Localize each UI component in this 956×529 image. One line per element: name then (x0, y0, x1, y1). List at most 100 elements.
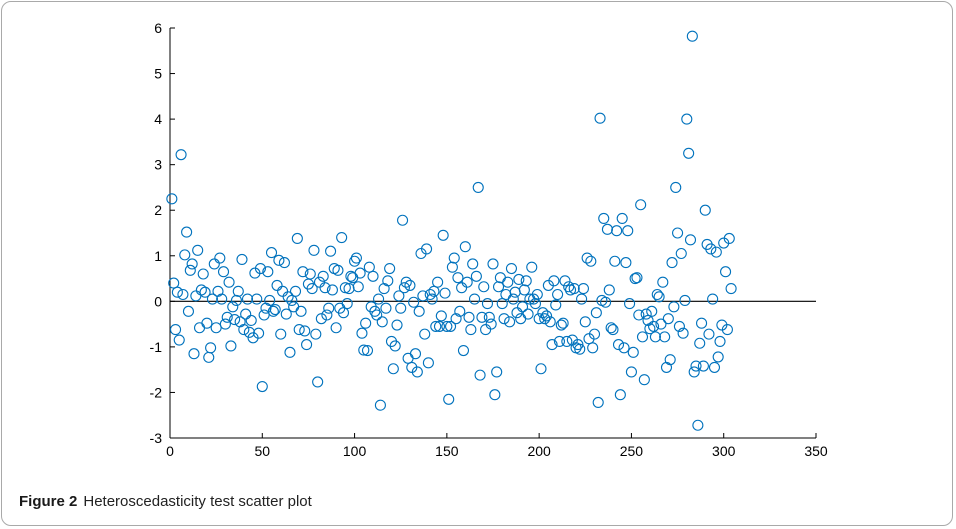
data-point (605, 322, 617, 334)
data-point (620, 257, 632, 269)
data-point (539, 313, 551, 325)
data-point (243, 326, 255, 338)
data-point (535, 363, 547, 375)
data-point (289, 285, 302, 297)
data-point (494, 272, 506, 284)
data-point (258, 309, 270, 321)
data-point (395, 302, 407, 314)
data-points (166, 30, 737, 431)
data-point (382, 275, 394, 287)
data-point (435, 310, 447, 322)
data-point (467, 258, 479, 270)
data-point (489, 389, 501, 401)
data-point (221, 311, 233, 323)
figure-caption: Figure 2 Heteroscedasticity test scatter … (19, 493, 312, 510)
data-point (319, 282, 331, 294)
data-point (321, 309, 333, 321)
data-point (297, 266, 309, 278)
data-point (229, 314, 241, 326)
data-point (273, 254, 285, 266)
data-point (683, 147, 695, 159)
data-point (672, 227, 684, 239)
data-point (483, 311, 495, 323)
data-point (387, 363, 399, 375)
data-point (236, 253, 248, 265)
data-point (417, 290, 429, 302)
data-point (313, 276, 326, 288)
data-point (631, 272, 643, 284)
x-tick-label: 150 (435, 443, 459, 459)
data-point (708, 361, 721, 373)
data-point (310, 328, 322, 340)
data-point (400, 276, 412, 288)
data-point (227, 301, 239, 313)
data-point (269, 303, 281, 316)
data-point (655, 318, 667, 330)
data-point (373, 293, 385, 305)
data-point (409, 348, 422, 360)
data-point (354, 267, 366, 279)
data-point (393, 290, 405, 302)
data-point (576, 293, 588, 305)
data-point (553, 335, 565, 347)
data-point (518, 284, 530, 296)
data-point (618, 342, 630, 354)
data-point (356, 327, 368, 339)
data-point (254, 262, 266, 275)
data-point (692, 419, 704, 431)
data-point (214, 252, 226, 264)
data-point (550, 299, 562, 311)
data-point (696, 317, 708, 329)
data-point (265, 247, 278, 259)
data-point (590, 307, 602, 319)
data-point (598, 212, 610, 224)
data-point (195, 284, 207, 296)
data-point (190, 290, 202, 302)
data-point (450, 313, 462, 325)
y-tick-label: 3 (154, 157, 162, 173)
data-point (607, 324, 619, 336)
data-point (206, 293, 219, 305)
data-point (374, 399, 386, 411)
data-point (522, 308, 534, 320)
data-point (603, 284, 615, 296)
data-point (638, 374, 650, 386)
data-point (216, 293, 228, 305)
data-point (219, 318, 231, 330)
data-point (633, 309, 645, 321)
data-point (498, 313, 510, 325)
data-point (694, 337, 706, 349)
data-point (184, 264, 196, 276)
data-point (710, 246, 722, 258)
data-point (404, 279, 416, 291)
data-point (433, 320, 446, 332)
data-point (361, 344, 374, 357)
data-point (723, 232, 735, 245)
data-point (659, 331, 671, 343)
data-point (577, 283, 589, 295)
data-point (306, 283, 318, 295)
data-point (173, 334, 185, 346)
data-point (280, 308, 292, 320)
data-point (587, 342, 599, 354)
data-point (323, 302, 335, 314)
data-point (579, 316, 591, 328)
data-point (699, 204, 711, 216)
y-tick-label: 0 (154, 293, 162, 309)
data-point (192, 244, 204, 256)
data-point (422, 357, 434, 369)
data-point (581, 252, 593, 264)
data-point (389, 340, 401, 352)
data-point (677, 327, 689, 339)
axes: -3 -2 -1 0 1 2 3 4 5 6 0 50 100 150 200 250 300 350 (150, 20, 828, 459)
data-point (725, 283, 737, 295)
data-point (684, 234, 697, 246)
data-point (516, 301, 529, 313)
data-point (439, 287, 451, 299)
data-point (371, 309, 383, 321)
data-point (408, 296, 420, 308)
data-point (232, 285, 244, 297)
data-point (363, 261, 375, 273)
data-point (649, 331, 661, 343)
